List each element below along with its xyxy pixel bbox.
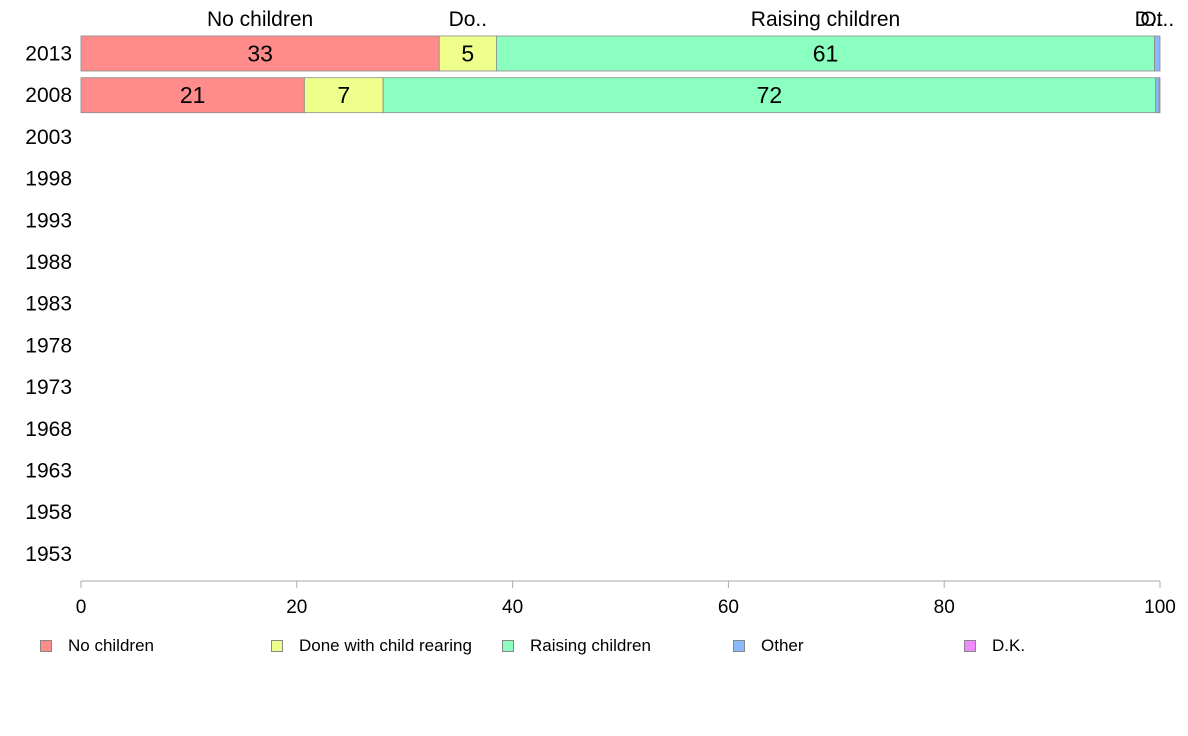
x-tick-label: 80 xyxy=(934,597,955,618)
legend-item: D.K. xyxy=(964,636,1025,656)
bar-segment xyxy=(438,35,497,72)
legend-swatch xyxy=(502,640,514,652)
x-tick-label: 0 xyxy=(76,597,87,618)
x-tick-label: 60 xyxy=(718,597,739,618)
stacked-bar-chart: 2013 2008 2003 1998 1993 1988 1983 1978 1973 1968… xyxy=(25,8,1176,618)
bar-segment xyxy=(496,35,1156,72)
legend-item: Other xyxy=(733,636,804,656)
legend-swatch xyxy=(40,640,52,652)
category-label: 1953 xyxy=(25,543,72,566)
category-label: 1963 xyxy=(25,460,72,483)
legend-swatch xyxy=(964,640,976,652)
bar-segment xyxy=(1155,77,1160,114)
x-tick-label: 100 xyxy=(1144,597,1176,618)
category-label: 2003 xyxy=(25,126,72,149)
legend-item: Raising children xyxy=(502,636,651,656)
series-top-label: Raising children xyxy=(751,8,900,31)
bar-segment xyxy=(382,77,1157,114)
bar-segment xyxy=(303,77,384,114)
legend-label: Other xyxy=(761,636,804,655)
x-tick-label: 20 xyxy=(286,597,307,618)
category-label: 2008 xyxy=(25,84,72,107)
bar-segment xyxy=(80,77,305,114)
category-label: 1958 xyxy=(25,501,72,524)
legend-swatch xyxy=(271,640,283,652)
category-label: 1983 xyxy=(25,293,72,316)
bar-segment xyxy=(1158,77,1161,114)
data-label: 5 xyxy=(461,41,474,67)
data-label: 72 xyxy=(757,82,783,108)
series-top-label: Ot.. xyxy=(1140,8,1174,31)
data-label: 7 xyxy=(337,82,350,108)
category-label: 1993 xyxy=(25,209,72,232)
legend-label: No children xyxy=(68,636,154,655)
category-label: 1998 xyxy=(25,168,72,191)
series-top-label: No children xyxy=(207,8,313,31)
bar-segment xyxy=(1154,35,1161,72)
category-label: 1978 xyxy=(25,334,72,357)
data-label: 61 xyxy=(813,41,839,67)
x-tick-label: 40 xyxy=(502,597,523,618)
legend-label: D.K. xyxy=(992,636,1026,655)
data-label: 33 xyxy=(247,41,273,67)
series-top-label: Do.. xyxy=(449,8,488,31)
data-label: 21 xyxy=(180,82,206,108)
series-top-label: D.. xyxy=(1135,8,1162,31)
legend-label: Raising children xyxy=(530,636,651,655)
legend-item: No children xyxy=(40,636,154,656)
bar-segment xyxy=(80,35,440,72)
legend-item: Done with child rearing xyxy=(271,636,472,656)
category-label: 1968 xyxy=(25,418,72,441)
category-label: 2013 xyxy=(25,43,72,66)
category-label: 1973 xyxy=(25,376,72,399)
chart-legend: No children Done with child rearing Raisin… xyxy=(40,636,1140,658)
category-label: 1988 xyxy=(25,251,72,274)
legend-label: Done with child rearing xyxy=(299,636,472,655)
legend-swatch xyxy=(733,640,745,652)
